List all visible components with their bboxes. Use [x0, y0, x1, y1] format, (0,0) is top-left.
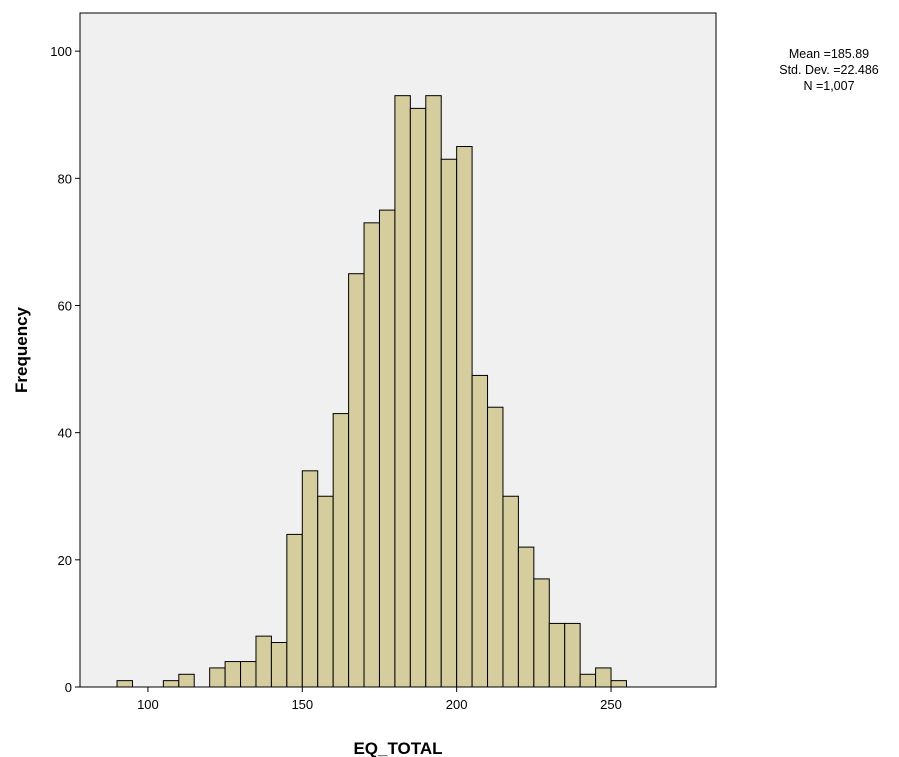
histogram-bar-150 — [301, 470, 319, 688]
histogram-bar-245 — [595, 667, 612, 688]
histogram-bar-110 — [178, 673, 195, 688]
histogram-bar-235 — [564, 622, 581, 688]
histogram-bar-90 — [116, 680, 133, 688]
y-tick-label: 40 — [58, 426, 72, 441]
histogram-bar-220 — [517, 546, 535, 688]
y-axis: 0 20 40 60 80 100 — [50, 44, 80, 695]
histogram-bar-145 — [286, 533, 303, 688]
histogram-bar-125 — [224, 661, 242, 688]
histogram-bar-230 — [548, 622, 566, 688]
y-tick-label: 60 — [58, 298, 72, 313]
stats-n: N =1,007 — [803, 79, 854, 93]
histogram-bar-170 — [363, 222, 380, 688]
x-tick-label: 100 — [137, 697, 159, 712]
histogram-bar-160 — [332, 413, 350, 688]
histogram-bar-105 — [162, 680, 180, 688]
histogram-bar-135 — [255, 635, 272, 688]
histogram-bar-215 — [502, 495, 519, 688]
histogram-bar-180 — [394, 95, 411, 688]
y-tick-label: 20 — [58, 553, 72, 568]
histogram-bar-250 — [610, 680, 627, 688]
y-tick-label: 100 — [50, 44, 72, 59]
histogram-bar-185 — [409, 107, 427, 688]
x-axis: 100 150 200 250 — [137, 687, 622, 712]
histogram-bar-225 — [533, 578, 550, 688]
stats-mean: Mean =185.89 — [789, 47, 869, 61]
histogram-bar-200 — [456, 146, 473, 688]
x-tick-label: 200 — [446, 697, 468, 712]
y-axis-title: Frequency — [12, 306, 31, 393]
histogram-bar-205 — [471, 374, 489, 688]
histogram-bar-120 — [209, 667, 226, 688]
histogram-bar-240 — [579, 673, 597, 688]
y-tick-label: 0 — [65, 680, 72, 695]
statistics-box: Mean =185.89 Std. Dev. =22.486 N =1,007 — [779, 47, 879, 93]
stats-std-dev: Std. Dev. =22.486 — [779, 63, 879, 77]
x-axis-title: EQ_TOTAL — [353, 739, 442, 757]
histogram-bar-165 — [348, 273, 365, 688]
histogram-bar-195 — [440, 158, 458, 688]
histogram-bar-175 — [378, 209, 396, 688]
histogram-bar-130 — [240, 661, 257, 688]
x-tick-label: 150 — [291, 697, 313, 712]
y-tick-label: 80 — [58, 171, 72, 186]
histogram-bar-155 — [317, 495, 334, 688]
x-tick-label: 250 — [600, 697, 622, 712]
histogram-bar-190 — [425, 95, 442, 688]
histogram-bar-140 — [270, 641, 288, 688]
histogram-bar-210 — [487, 406, 504, 688]
bars-group — [116, 95, 627, 688]
